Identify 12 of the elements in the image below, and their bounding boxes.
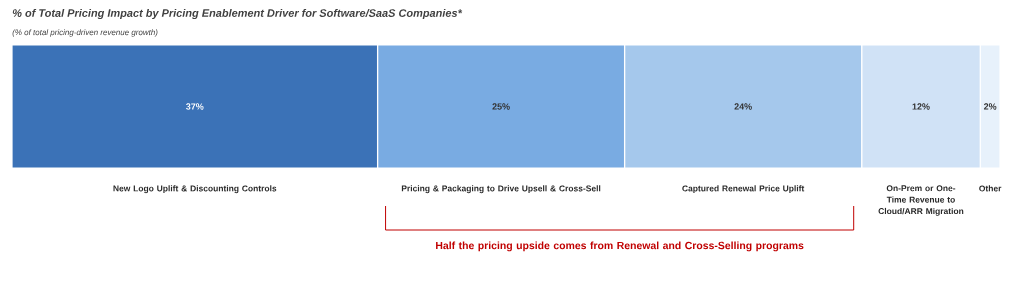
data-label: 24% xyxy=(734,103,752,110)
text: On-Prem or One-Time Revenue to Cloud/ARR Migration xyxy=(878,185,964,216)
text: Pricing & Packaging to Drive Upsell & Cross-Sell xyxy=(401,185,601,194)
text: New Logo Uplift & Discounting Controls xyxy=(113,185,277,194)
data-label: 37% xyxy=(186,103,204,110)
data-label: 2% xyxy=(983,103,997,110)
text: Half the pricing upside comes from Renewal and Cross-Selling programs xyxy=(436,241,804,252)
text: Captured Renewal Price Uplift xyxy=(682,185,805,194)
data-label: 25% xyxy=(492,103,510,110)
text: Other xyxy=(979,185,1002,192)
chart-title: % of Total Pricing Impact by Pricing Enablement Driver for Software/SaaS Companies* xyxy=(12,8,463,20)
data-label: 12% xyxy=(912,103,930,110)
